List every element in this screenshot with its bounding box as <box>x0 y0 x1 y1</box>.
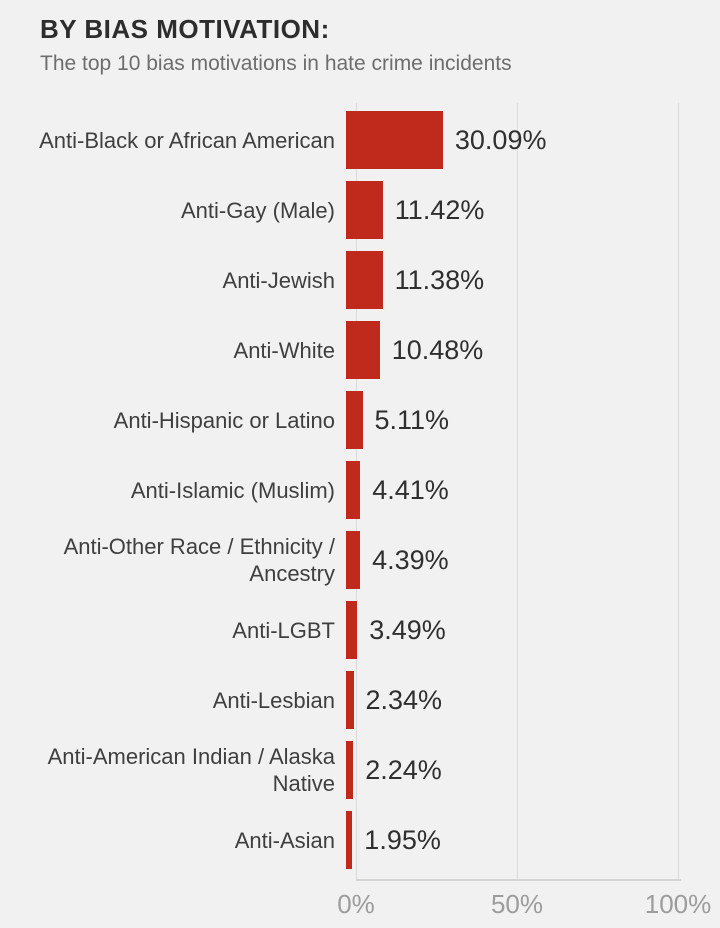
chart-row: Anti-Black or African American 30.09% <box>0 105 720 175</box>
value-label: 2.24% <box>365 754 442 785</box>
value-label: 5.11% <box>374 404 450 435</box>
category-label: Anti-Other Race / Ethnicity / Ancestry <box>63 534 335 586</box>
chart-row: Anti-Gay (Male) 11.42% <box>0 175 720 245</box>
bar-track: 4.39% <box>346 525 720 595</box>
bar-rows: Anti-Black or African American 30.09% Anti… <box>0 105 720 875</box>
value-label: 11.42% <box>394 194 485 225</box>
value-label: 3.49% <box>369 614 446 645</box>
chart-row: Anti-LGBT 3.49% <box>0 595 720 665</box>
chart-title: BY BIAS MOTIVATION: <box>40 14 330 44</box>
x-axis-tick: 50% <box>490 889 544 919</box>
gridline-50pct <box>517 103 518 879</box>
chart-row: Anti-Islamic (Muslim) 4.41% <box>0 455 720 525</box>
chart-row: Anti-Other Race / Ethnicity / Ancestry 4.… <box>0 525 720 595</box>
bar-track: 2.24% <box>346 735 720 805</box>
category-label: Anti-Gay (Male) <box>180 197 335 223</box>
category-label: Anti-Asian <box>234 827 335 853</box>
bar-track: 30.09% <box>346 105 720 175</box>
x-axis-tick: 100% <box>644 889 712 919</box>
bar-track: 1.95% <box>346 805 720 875</box>
bar-track: 3.49% <box>346 595 720 665</box>
bar <box>346 391 363 449</box>
bar <box>346 671 354 729</box>
chart-row: Anti-Asian 1.95% <box>0 805 720 875</box>
chart-row: Anti-American Indian / Alaska Native 2.24… <box>0 735 720 805</box>
x-axis-line <box>356 879 681 881</box>
value-label: 4.39% <box>372 544 449 575</box>
gridline-100pct <box>678 103 679 879</box>
category-label: Anti-Lesbian <box>212 687 335 713</box>
chart-row: Anti-Hispanic or Latino 5.11% <box>0 385 720 455</box>
value-label: 4.41% <box>372 474 449 505</box>
bar <box>346 321 380 379</box>
category-label: Anti-LGBT <box>232 617 335 643</box>
value-label: 11.38% <box>394 264 485 295</box>
value-label: 30.09% <box>454 124 547 155</box>
chart-row: Anti-Jewish 11.38% <box>0 245 720 315</box>
category-label: Anti-American Indian / Alaska Native <box>47 744 335 796</box>
bar <box>346 741 354 799</box>
bar <box>346 181 383 239</box>
bar-track: 11.38% <box>346 245 720 315</box>
category-label: Anti-Jewish <box>222 267 335 293</box>
bar <box>346 531 361 589</box>
bar-track: 5.11% <box>346 385 720 455</box>
value-label: 1.95% <box>364 824 441 855</box>
x-axis-tick: 0% <box>337 889 375 919</box>
chart-header: BY BIAS MOTIVATION: The top 10 bias moti… <box>40 14 512 76</box>
bar-track: 2.34% <box>346 665 720 735</box>
bar-track: 11.42% <box>346 175 720 245</box>
bar <box>346 111 443 169</box>
bar-track: 10.48% <box>346 315 720 385</box>
category-label: Anti-White <box>233 337 335 363</box>
value-label: 10.48% <box>391 334 484 365</box>
category-label: Anti-Black or African American <box>39 127 335 153</box>
bar <box>346 601 358 659</box>
bar <box>346 811 353 869</box>
category-label: Anti-Hispanic or Latino <box>113 407 335 433</box>
bar <box>346 461 361 519</box>
bar-track: 4.41% <box>346 455 720 525</box>
chart-row: Anti-Lesbian 2.34% <box>0 665 720 735</box>
chart-row: Anti-White 10.48% <box>0 315 720 385</box>
bar <box>346 251 383 309</box>
value-label: 2.34% <box>365 684 443 715</box>
category-label: Anti-Islamic (Muslim) <box>130 477 335 503</box>
chart-subtitle: The top 10 bias motivations in hate crim… <box>40 52 512 75</box>
